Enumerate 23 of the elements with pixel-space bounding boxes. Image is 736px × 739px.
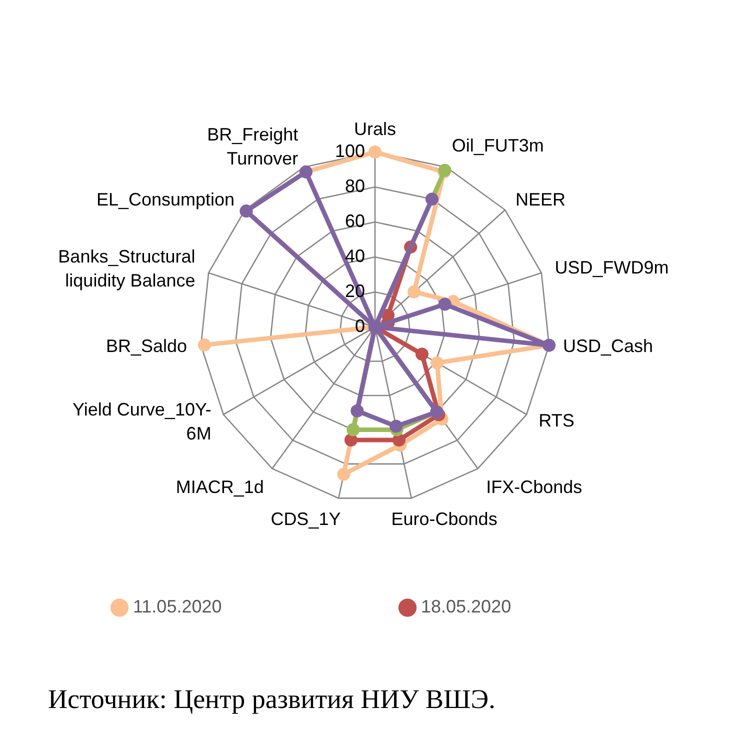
spoke-label: NEER (515, 190, 566, 210)
spoke-label: EL_Consumption (96, 190, 235, 210)
spoke-label: Oil_FUT3m (452, 135, 544, 156)
y-tick-label: 0 (354, 316, 365, 336)
spoke-label: Urals (354, 119, 396, 139)
spoke-label: Banks_Structural liquidity Balance (58, 246, 196, 291)
legend-label: 18.05.2020 (421, 596, 512, 617)
spoke-label: BR_Saldo (106, 336, 188, 356)
spoke-label: USD_FWD9m (554, 258, 669, 278)
spoke-label: Yield Curve_10Y- 6M (72, 400, 212, 444)
legend-label: 11.05.2020 (133, 596, 222, 617)
spoke-label: RTS (538, 410, 574, 430)
spoke-label: IFX-Cbonds (486, 476, 582, 497)
spoke-label: BR_Freight Turnover (207, 124, 298, 168)
spoke-label: Euro-Cbonds (391, 508, 498, 529)
spoke-label: MIACR_1d (176, 476, 264, 497)
y-tick-label: 60 (344, 211, 365, 231)
y-tick-label: 40 (344, 246, 365, 266)
y-tick-label: 80 (344, 176, 365, 196)
text: Источник: Центр развития НИУ ВШЭ. (48, 684, 496, 714)
y-tick-label: 100 (334, 141, 365, 161)
spoke-label: CDS_1Y (270, 508, 341, 529)
spoke-label: USD_Cash (562, 336, 654, 356)
